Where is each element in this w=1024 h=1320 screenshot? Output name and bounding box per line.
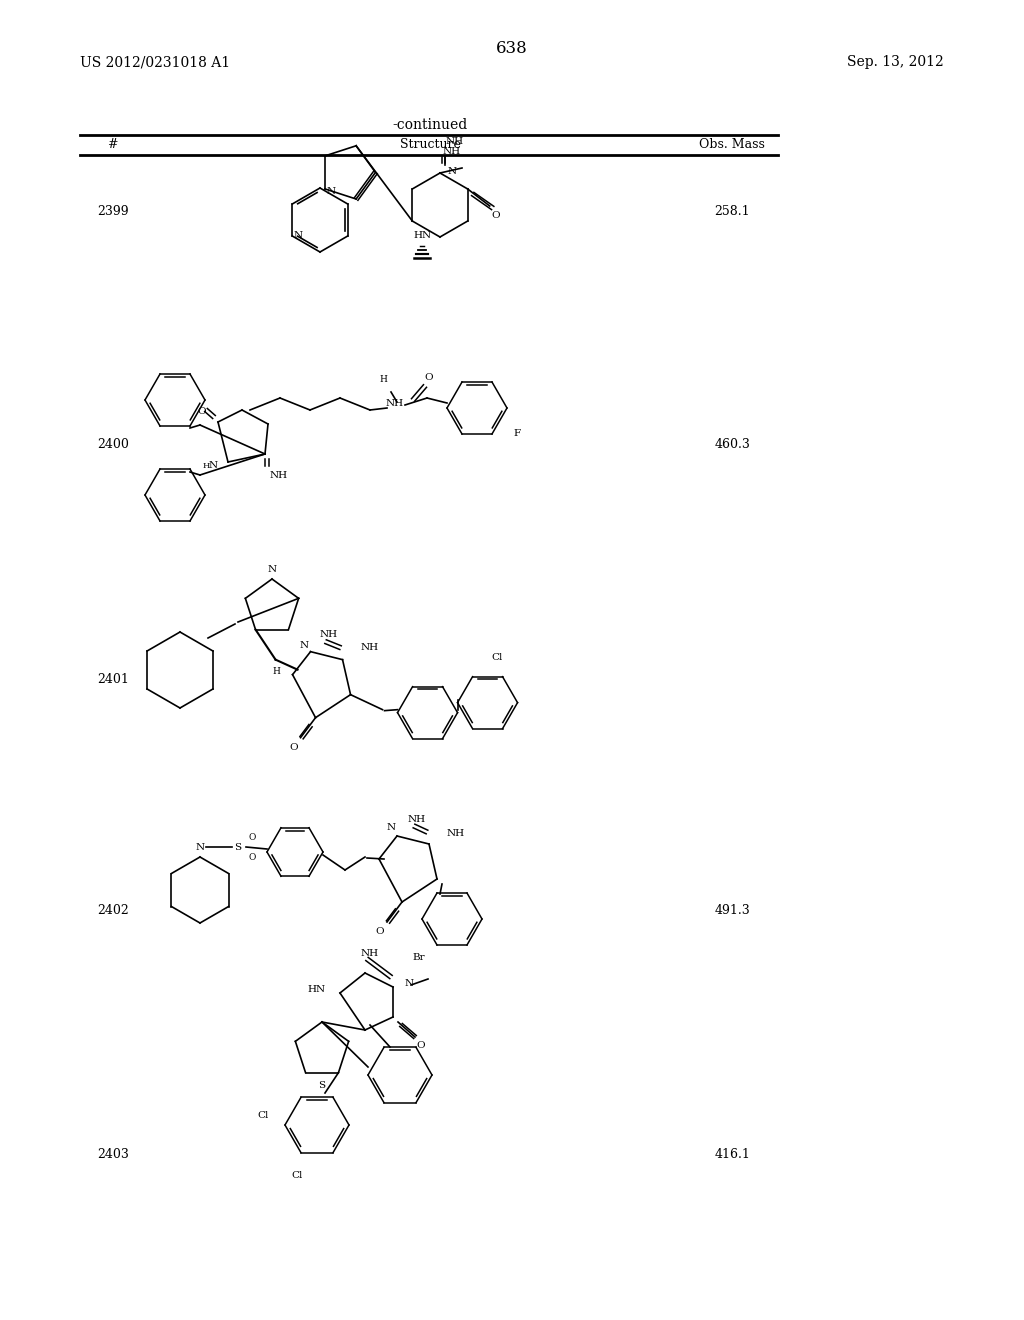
Text: 2403: 2403 (96, 1148, 129, 1162)
Text: NH: NH (445, 136, 464, 145)
Text: S: S (318, 1081, 326, 1089)
Text: US 2012/0231018 A1: US 2012/0231018 A1 (80, 55, 230, 69)
Text: NH: NH (386, 400, 404, 408)
Text: 491.3: 491.3 (715, 904, 750, 917)
Text: O: O (248, 853, 256, 862)
Text: HN: HN (414, 231, 432, 239)
Text: NH: NH (447, 829, 465, 838)
Text: N: N (196, 842, 205, 851)
Text: O: O (417, 1040, 425, 1049)
Text: 2399: 2399 (97, 205, 128, 218)
Text: Obs. Mass: Obs. Mass (699, 139, 765, 152)
Text: N: N (209, 462, 218, 470)
Text: Sep. 13, 2012: Sep. 13, 2012 (847, 55, 944, 69)
Text: Structure: Structure (399, 139, 461, 152)
Text: 258.1: 258.1 (715, 205, 750, 218)
Text: 2402: 2402 (96, 904, 129, 917)
Text: N: N (386, 824, 395, 833)
Text: NH: NH (408, 814, 426, 824)
Text: O: O (425, 374, 433, 383)
Text: 2400: 2400 (96, 438, 129, 451)
Text: H: H (272, 667, 281, 676)
Text: F: F (513, 429, 520, 437)
Text: O: O (492, 211, 500, 220)
Text: N: N (267, 565, 276, 573)
Text: NH: NH (270, 471, 288, 480)
Text: 638: 638 (496, 40, 528, 57)
Text: NH: NH (319, 630, 338, 639)
Text: Cl: Cl (291, 1171, 303, 1180)
Text: O: O (376, 928, 384, 936)
Text: 460.3: 460.3 (714, 438, 751, 451)
Text: HN: HN (308, 986, 326, 994)
Text: H: H (379, 375, 387, 384)
Text: N: N (406, 978, 414, 987)
Text: O: O (198, 408, 206, 417)
Text: N: N (449, 166, 457, 176)
Text: NH: NH (360, 643, 379, 652)
Text: Br: Br (412, 953, 425, 961)
Text: H: H (203, 462, 210, 470)
Text: S: S (234, 842, 242, 851)
Text: 2401: 2401 (96, 673, 129, 686)
Text: N: N (300, 642, 309, 651)
Text: -continued: -continued (392, 117, 468, 132)
Text: NH: NH (443, 147, 461, 156)
Text: O: O (248, 833, 256, 842)
Text: N: N (294, 231, 303, 240)
Text: 416.1: 416.1 (714, 1148, 751, 1162)
Text: N: N (327, 187, 336, 197)
Text: #: # (108, 139, 118, 152)
Text: NH: NH (360, 949, 379, 957)
Text: Cl: Cl (258, 1110, 269, 1119)
Text: Cl: Cl (492, 653, 503, 663)
Text: O: O (289, 743, 298, 752)
